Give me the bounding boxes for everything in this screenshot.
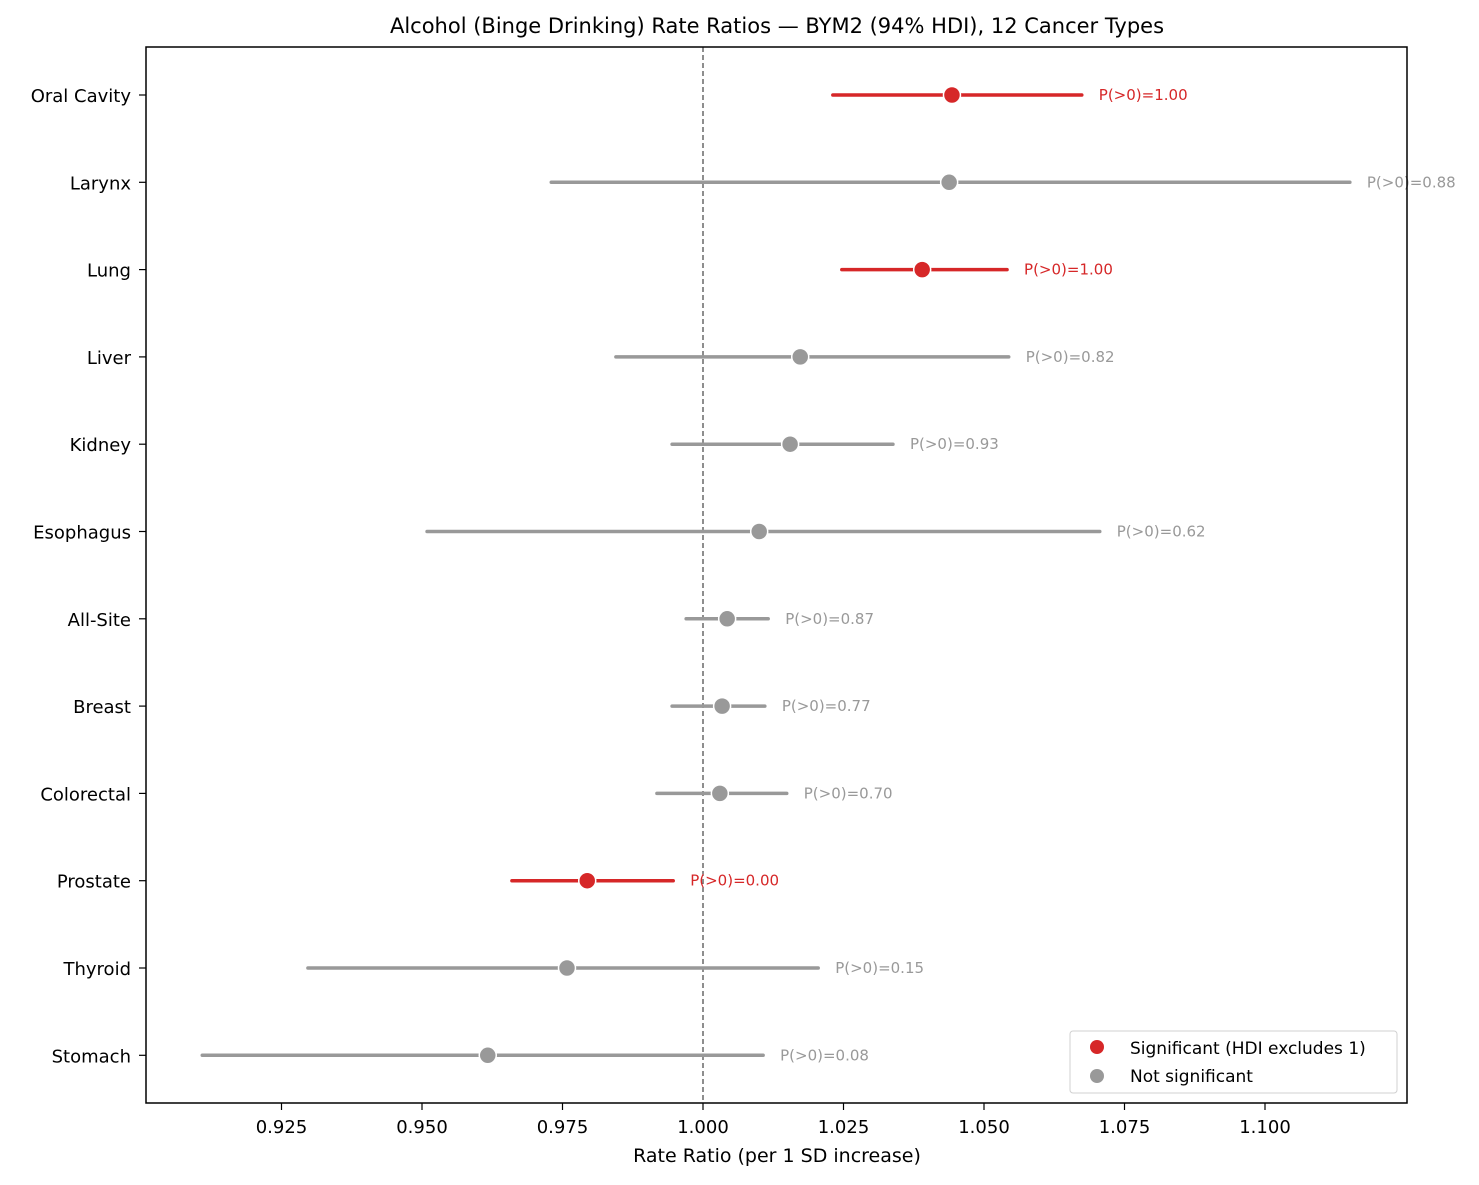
forest-row: P(>0)=0.88 bbox=[549, 173, 1456, 192]
point-estimate bbox=[577, 871, 597, 890]
point-estimate bbox=[942, 85, 962, 105]
legend-marker-significant bbox=[1090, 1040, 1104, 1054]
probability-annotation: P(>0)=0.70 bbox=[804, 784, 893, 802]
y-tick-label: Colorectal bbox=[40, 784, 131, 805]
x-tick-label: 1.075 bbox=[1099, 1117, 1151, 1138]
legend-marker-not-significant bbox=[1090, 1069, 1104, 1083]
x-tick-label: 1.000 bbox=[677, 1117, 729, 1138]
forest-row: P(>0)=1.00 bbox=[831, 85, 1188, 105]
probability-annotation: P(>0)=0.00 bbox=[690, 872, 779, 890]
y-tick-label: Kidney bbox=[70, 435, 132, 456]
point-estimate bbox=[780, 434, 800, 454]
legend-label-not-significant: Not significant bbox=[1130, 1067, 1253, 1087]
probability-annotation: P(>0)=0.08 bbox=[780, 1046, 869, 1064]
y-tick-label: Lung bbox=[87, 261, 131, 282]
x-tick-label: 1.100 bbox=[1239, 1117, 1291, 1138]
forest-row: P(>0)=0.15 bbox=[306, 958, 924, 978]
y-tick-label: Prostate bbox=[57, 872, 131, 893]
x-tick-label: 1.050 bbox=[958, 1117, 1010, 1138]
y-tick-label: Larynx bbox=[70, 173, 132, 194]
y-tick-label: Thyroid bbox=[63, 959, 132, 980]
forest-row: P(>0)=0.08 bbox=[200, 1046, 869, 1065]
probability-annotation: P(>0)=1.00 bbox=[1099, 86, 1188, 104]
probability-annotation: P(>0)=0.15 bbox=[835, 959, 924, 977]
chart-title: Alcohol (Binge Drinking) Rate Ratios — B… bbox=[390, 14, 1164, 38]
y-tick-label: Oral Cavity bbox=[31, 86, 132, 107]
legend: Significant (HDI excludes 1) Not signifi… bbox=[1069, 1030, 1398, 1094]
x-tick-label: 0.975 bbox=[537, 1117, 589, 1138]
axes-frame bbox=[145, 46, 1408, 1104]
forest-row: P(>0)=0.82 bbox=[614, 347, 1115, 367]
y-tick-label: Liver bbox=[87, 348, 132, 369]
probability-annotation: P(>0)=0.87 bbox=[785, 610, 874, 628]
y-tick-label: Stomach bbox=[52, 1046, 131, 1067]
plot-area: P(>0)=1.00 P(>0)=0.88 P(>0)=1.00 P(>0)=0.82… bbox=[200, 47, 1456, 1103]
forest-row: P(>0)=0.87 bbox=[684, 609, 874, 629]
point-estimate bbox=[478, 1046, 498, 1065]
point-estimate bbox=[790, 347, 810, 367]
forest-row: P(>0)=0.62 bbox=[425, 522, 1206, 541]
x-tick-label: 0.925 bbox=[256, 1117, 308, 1138]
forest-row: P(>0)=1.00 bbox=[840, 260, 1113, 279]
y-tick-label: Breast bbox=[73, 697, 131, 718]
point-estimate bbox=[710, 784, 730, 803]
point-estimate bbox=[939, 173, 959, 192]
point-estimate bbox=[749, 522, 769, 541]
x-tick-label: 1.025 bbox=[818, 1117, 870, 1138]
y-tick-label: All-Site bbox=[68, 610, 131, 631]
forest-row: P(>0)=0.70 bbox=[655, 784, 893, 803]
forest-row: P(>0)=0.93 bbox=[670, 434, 999, 454]
probability-annotation: P(>0)=0.82 bbox=[1026, 348, 1115, 366]
forest-row: P(>0)=0.00 bbox=[510, 871, 779, 890]
x-axis-label: Rate Ratio (per 1 SD increase) bbox=[633, 1145, 921, 1167]
x-axis: 0.925 0.950 0.975 1.000 1.025 1.050 1.075 1.100 bbox=[256, 1103, 1291, 1138]
point-estimate bbox=[557, 958, 577, 978]
forest-row: P(>0)=0.77 bbox=[670, 696, 871, 716]
legend-box bbox=[1069, 1030, 1398, 1094]
probability-annotation: P(>0)=0.93 bbox=[910, 435, 999, 453]
point-estimate bbox=[717, 609, 737, 629]
x-tick-label: 0.950 bbox=[396, 1117, 448, 1138]
point-estimate bbox=[712, 696, 732, 716]
probability-annotation: P(>0)=0.88 bbox=[1367, 173, 1456, 191]
point-estimate bbox=[912, 260, 932, 279]
y-axis: Oral Cavity Larynx Lung Liver Kidney Esophagu… bbox=[31, 86, 146, 1067]
probability-annotation: P(>0)=1.00 bbox=[1024, 261, 1113, 279]
legend-label-significant: Significant (HDI excludes 1) bbox=[1130, 1039, 1366, 1059]
probability-annotation: P(>0)=0.77 bbox=[782, 697, 871, 715]
probability-annotation: P(>0)=0.62 bbox=[1117, 523, 1206, 541]
y-tick-label: Esophagus bbox=[33, 523, 131, 544]
